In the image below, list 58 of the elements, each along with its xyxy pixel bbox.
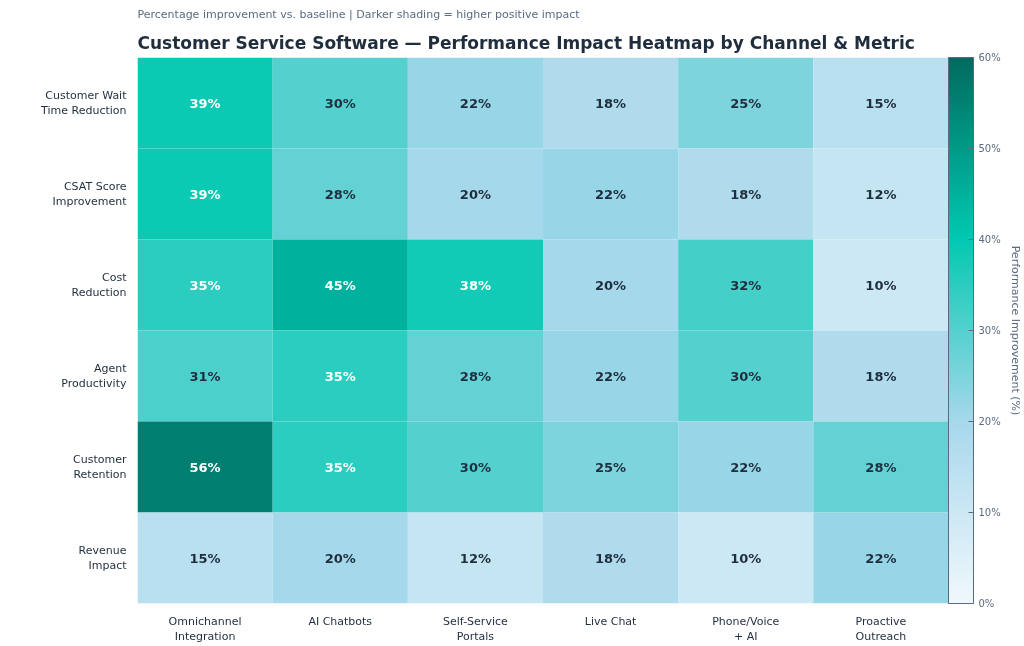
data-label: 18% [730, 186, 762, 202]
data-label: 30% [730, 368, 762, 384]
data-label: 28% [865, 459, 897, 475]
data-label: 20% [324, 550, 356, 566]
data-label: 20% [459, 186, 491, 202]
data-label: 38% [459, 277, 491, 293]
color-bar-label: 0% [978, 598, 995, 609]
data-label: 18% [595, 95, 627, 111]
chart-subtitle: Percentage improvement vs. baseline | Darker shading = higher positive impact [137, 7, 581, 21]
chart-title: Customer Service Software — Performance Impact Heatmap by Channel & Metric [137, 32, 915, 53]
data-label: 10% [865, 277, 897, 293]
data-label: 28% [459, 368, 491, 384]
data-label: 31% [189, 368, 221, 384]
x-tick-label: Self-Service Portals [443, 614, 508, 644]
x-tick-label: Proactive Outreach [855, 614, 907, 644]
data-label: 39% [189, 186, 221, 202]
y-tick-label: Customer Retention [73, 452, 127, 482]
data-label: 22% [595, 186, 627, 202]
y-tick-label: Revenue Impact [78, 543, 128, 573]
data-label: 56% [189, 459, 221, 475]
data-label: 15% [189, 550, 221, 566]
data-label: 30% [324, 95, 356, 111]
data-label: 18% [865, 368, 897, 384]
y-tick-label: CSAT Score Improvement [52, 179, 128, 209]
color-bar-label: 50% [978, 143, 1001, 154]
color-bar-label: 20% [978, 416, 1001, 427]
data-label: 22% [865, 550, 897, 566]
data-label: 35% [189, 277, 221, 293]
data-label: 25% [595, 459, 627, 475]
x-tick-label: Omnichannel Integration [168, 614, 242, 644]
data-label: 22% [459, 95, 491, 111]
color-bar-title: Performance Improvement (%) [1008, 245, 1022, 416]
data-label: 20% [595, 277, 627, 293]
data-label: 12% [865, 186, 897, 202]
data-label: 25% [730, 95, 762, 111]
data-label: 30% [459, 459, 491, 475]
x-tick-label: Phone/Voice + AI [712, 614, 780, 644]
data-label: 39% [189, 95, 221, 111]
data-label: 28% [324, 186, 356, 202]
data-label: 45% [324, 277, 356, 293]
data-label: 18% [595, 550, 627, 566]
color-bar-label: 30% [978, 325, 1001, 336]
y-tick-label: Cost Reduction [71, 270, 128, 300]
data-label: 15% [865, 95, 897, 111]
data-label: 35% [324, 368, 356, 384]
data-label: 32% [730, 277, 762, 293]
x-tick-label: Live Chat [584, 614, 638, 628]
data-label: 22% [730, 459, 762, 475]
x-tick-label: AI Chatbots [308, 614, 373, 628]
color-bar-label: 40% [978, 234, 1001, 245]
data-label: 12% [459, 550, 491, 566]
data-label: 35% [324, 459, 356, 475]
data-label: 22% [595, 368, 627, 384]
data-label: 10% [730, 550, 762, 566]
y-tick-label: Customer Wait Time Reduction [40, 88, 128, 118]
color-bar-label: 60% [978, 52, 1001, 63]
y-tick-label: Agent Productivity [61, 361, 128, 391]
color-bar-label: 10% [978, 507, 1001, 518]
